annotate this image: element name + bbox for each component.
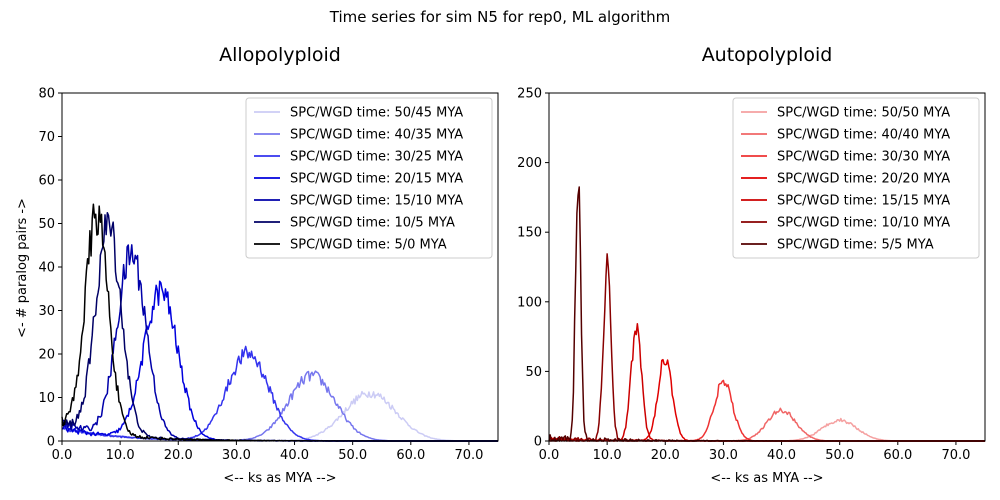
y-tick-label: 60	[38, 174, 55, 189]
series-line	[549, 360, 985, 441]
legend-entry: SPC/WGD time: 10/5 MYA	[290, 216, 455, 231]
legend-entry: SPC/WGD time: 50/50 MYA	[777, 106, 950, 121]
x-axis-label: <-- ks as MYA -->	[710, 471, 823, 486]
x-tick-label: 40.0	[280, 448, 309, 463]
x-tick-label: 10.0	[106, 448, 135, 463]
y-tick-label: 10	[38, 391, 55, 406]
legend-entry: SPC/WGD time: 40/35 MYA	[290, 128, 463, 143]
y-tick-label: 40	[38, 261, 55, 276]
x-axis-label: <-- ks as MYA -->	[223, 471, 336, 486]
y-tick-label: 150	[517, 226, 542, 241]
legend-entry: SPC/WGD time: 15/10 MYA	[290, 194, 463, 209]
legend-entry: SPC/WGD time: 10/10 MYA	[777, 216, 950, 231]
legend-entry: SPC/WGD time: 15/15 MYA	[777, 194, 950, 209]
y-tick-label: 70	[38, 130, 55, 145]
legend-entry: SPC/WGD time: 20/15 MYA	[290, 172, 463, 187]
legend-entry: SPC/WGD time: 20/20 MYA	[777, 172, 950, 187]
legend: SPC/WGD time: 50/45 MYA SPC/WGD time: 40/…	[246, 98, 492, 258]
x-tick-label: 10.0	[593, 448, 622, 463]
x-tick-label: 40.0	[767, 448, 796, 463]
legend-entry: SPC/WGD time: 40/40 MYA	[777, 128, 950, 143]
x-tick-label: 70.0	[454, 448, 483, 463]
chart-title: Allopolyploid	[219, 44, 341, 66]
legend-entry: SPC/WGD time: 30/25 MYA	[290, 150, 463, 165]
chart-allopolyploid: Allopolyploid <-- ks as MYA --> <- # par…	[15, 44, 498, 486]
y-tick-label: 0	[47, 435, 55, 450]
x-tick-label: 70.0	[941, 448, 970, 463]
y-tick-label: 200	[517, 156, 542, 171]
x-tick-label: 30.0	[222, 448, 251, 463]
x-tick-label: 0.0	[52, 448, 73, 463]
y-tick-label: 20	[38, 348, 55, 363]
legend: SPC/WGD time: 50/50 MYA SPC/WGD time: 40/…	[733, 98, 979, 258]
series-line	[549, 254, 985, 441]
legend-entry: SPC/WGD time: 5/5 MYA	[777, 238, 934, 253]
x-tick-label: 20.0	[651, 448, 680, 463]
x-tick-label: 30.0	[709, 448, 738, 463]
legend-entry: SPC/WGD time: 50/45 MYA	[290, 106, 463, 121]
y-tick-label: 100	[517, 295, 542, 310]
y-axis-label: <- # paralog pairs ->	[15, 198, 30, 338]
chart-title: Autopolyploid	[702, 44, 833, 66]
x-tick-label: 60.0	[396, 448, 425, 463]
chart-autopolyploid: Autopolyploid <-- ks as MYA --> 0.0 10.0 2…	[517, 44, 985, 486]
x-tick-label: 50.0	[825, 448, 854, 463]
y-tick-label: 250	[517, 87, 542, 102]
x-tick-label: 0.0	[539, 448, 560, 463]
legend-entry: SPC/WGD time: 30/30 MYA	[777, 150, 950, 165]
x-tick-label: 20.0	[164, 448, 193, 463]
x-tick-label: 50.0	[338, 448, 367, 463]
figure-suptitle: Time series for sim N5 for rep0, ML algo…	[329, 8, 670, 26]
y-tick-label: 80	[38, 87, 55, 102]
y-tick-label: 0	[534, 435, 542, 450]
legend-entry: SPC/WGD time: 5/0 MYA	[290, 238, 447, 253]
y-tick-label: 30	[38, 304, 55, 319]
x-tick-label: 60.0	[883, 448, 912, 463]
y-tick-label: 50	[38, 217, 55, 232]
y-tick-label: 50	[525, 365, 542, 380]
